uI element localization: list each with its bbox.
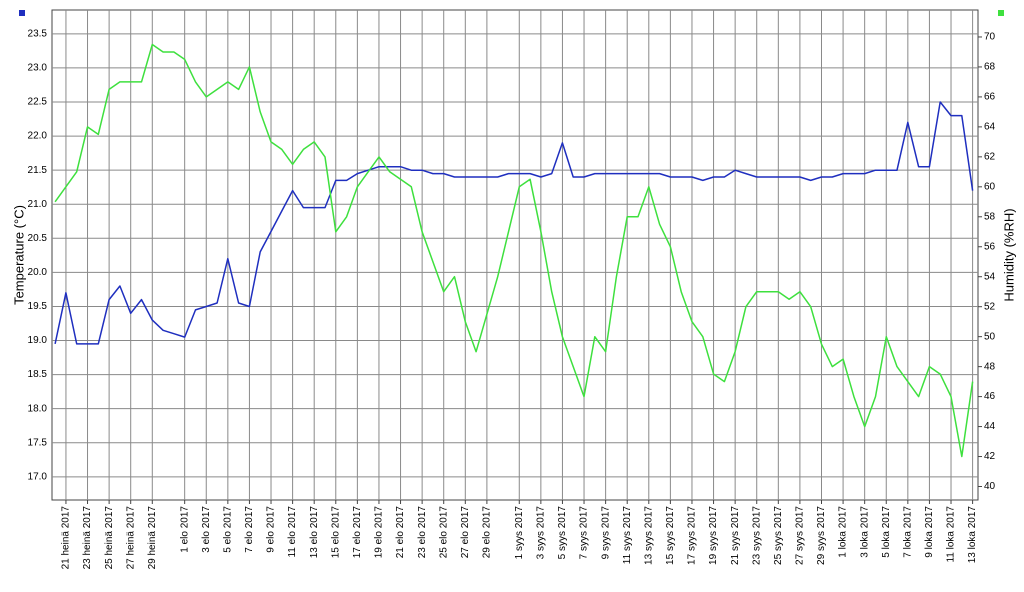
x-tick-label: 1 elo 2017 bbox=[179, 506, 190, 553]
y2-tick-label: 52 bbox=[984, 301, 996, 312]
x-tick-label: 17 elo 2017 bbox=[352, 506, 363, 559]
y-tick-label: 23.5 bbox=[28, 28, 48, 39]
y-tick-label: 23.0 bbox=[28, 63, 48, 74]
x-tick-label: 23 heinä 2017 bbox=[82, 506, 93, 570]
x-tick-label: 21 syys 2017 bbox=[730, 506, 741, 565]
y2-tick-label: 56 bbox=[984, 241, 996, 252]
x-tick-label: 29 syys 2017 bbox=[816, 506, 827, 565]
y-tick-label: 21.0 bbox=[28, 199, 48, 210]
x-tick-label: 3 syys 2017 bbox=[536, 506, 547, 560]
y2-tick-label: 48 bbox=[984, 361, 996, 372]
y-tick-label: 19.0 bbox=[28, 335, 48, 346]
y2-tick-label: 42 bbox=[984, 451, 996, 462]
x-tick-label: 29 heinä 2017 bbox=[147, 506, 158, 570]
y2-tick-label: 62 bbox=[984, 151, 996, 162]
x-tick-label: 21 heinä 2017 bbox=[61, 506, 72, 570]
x-tick-label: 19 syys 2017 bbox=[708, 506, 719, 565]
x-tick-label: 17 syys 2017 bbox=[687, 506, 698, 565]
y-tick-label: 21.5 bbox=[28, 165, 48, 176]
y2-tick-label: 68 bbox=[984, 62, 996, 73]
x-tick-label: 27 heinä 2017 bbox=[125, 506, 136, 570]
x-tick-label: 13 loka 2017 bbox=[967, 506, 978, 564]
y2-axis-title: Humidity (%RH) bbox=[1001, 208, 1016, 301]
series-line bbox=[54, 43, 974, 458]
x-tick-label: 29 elo 2017 bbox=[482, 506, 493, 559]
y-tick-label: 18.0 bbox=[28, 403, 48, 414]
series-marker bbox=[998, 10, 1004, 16]
x-tick-label: 3 loka 2017 bbox=[859, 506, 870, 558]
y2-tick-label: 46 bbox=[984, 391, 996, 402]
y-tick-label: 22.0 bbox=[28, 131, 48, 142]
x-tick-label: 7 elo 2017 bbox=[244, 506, 255, 553]
x-tick-label: 23 syys 2017 bbox=[751, 506, 762, 565]
y-tick-label: 20.0 bbox=[28, 267, 48, 278]
x-tick-label: 7 loka 2017 bbox=[902, 506, 913, 558]
x-tick-label: 7 syys 2017 bbox=[579, 506, 590, 560]
x-tick-label: 25 syys 2017 bbox=[773, 506, 784, 565]
y2-tick-label: 50 bbox=[984, 331, 996, 342]
x-tick-label: 27 elo 2017 bbox=[460, 506, 471, 559]
x-tick-label: 3 elo 2017 bbox=[201, 506, 212, 553]
x-tick-label: 9 elo 2017 bbox=[266, 506, 277, 553]
x-tick-label: 5 loka 2017 bbox=[881, 506, 892, 558]
x-tick-label: 27 syys 2017 bbox=[795, 506, 806, 565]
x-tick-label: 23 elo 2017 bbox=[417, 506, 428, 559]
y-tick-label: 20.5 bbox=[28, 233, 48, 244]
y2-tick-label: 40 bbox=[984, 481, 996, 492]
y-tick-label: 18.5 bbox=[28, 369, 48, 380]
y2-tick-label: 70 bbox=[984, 32, 996, 43]
y2-tick-label: 66 bbox=[984, 92, 996, 103]
y-axis-title: Temperature (°C) bbox=[11, 205, 26, 305]
x-tick-label: 11 elo 2017 bbox=[287, 506, 298, 558]
x-tick-label: 1 syys 2017 bbox=[514, 506, 525, 560]
x-tick-label: 11 syys 2017 bbox=[622, 506, 633, 565]
x-tick-label: 25 elo 2017 bbox=[438, 506, 449, 559]
x-tick-label: 5 syys 2017 bbox=[557, 506, 568, 560]
y-tick-label: 19.5 bbox=[28, 301, 48, 312]
x-tick-label: 13 elo 2017 bbox=[309, 506, 320, 559]
x-tick-label: 25 heinä 2017 bbox=[104, 506, 115, 570]
y2-tick-label: 60 bbox=[984, 181, 996, 192]
y2-tick-label: 64 bbox=[984, 122, 996, 133]
y-tick-label: 22.5 bbox=[28, 97, 48, 108]
y2-tick-label: 44 bbox=[984, 421, 996, 432]
y-tick-label: 17.5 bbox=[28, 437, 48, 448]
x-tick-label: 13 syys 2017 bbox=[643, 506, 654, 565]
x-tick-label: 21 elo 2017 bbox=[395, 506, 406, 559]
x-tick-label: 15 syys 2017 bbox=[665, 506, 676, 565]
x-tick-label: 11 loka 2017 bbox=[946, 506, 957, 563]
series-line bbox=[54, 101, 974, 345]
x-tick-label: 9 syys 2017 bbox=[600, 506, 611, 560]
x-tick-label: 1 loka 2017 bbox=[838, 506, 849, 558]
x-tick-label: 19 elo 2017 bbox=[374, 506, 385, 559]
series-marker bbox=[19, 10, 25, 16]
y2-tick-label: 54 bbox=[984, 271, 996, 282]
y2-tick-label: 58 bbox=[984, 211, 996, 222]
x-tick-label: 9 loka 2017 bbox=[924, 506, 935, 558]
y-tick-label: 17.0 bbox=[28, 471, 48, 482]
x-tick-label: 5 elo 2017 bbox=[222, 506, 233, 553]
plot-area bbox=[51, 9, 979, 501]
x-tick-label: 15 elo 2017 bbox=[330, 506, 341, 559]
